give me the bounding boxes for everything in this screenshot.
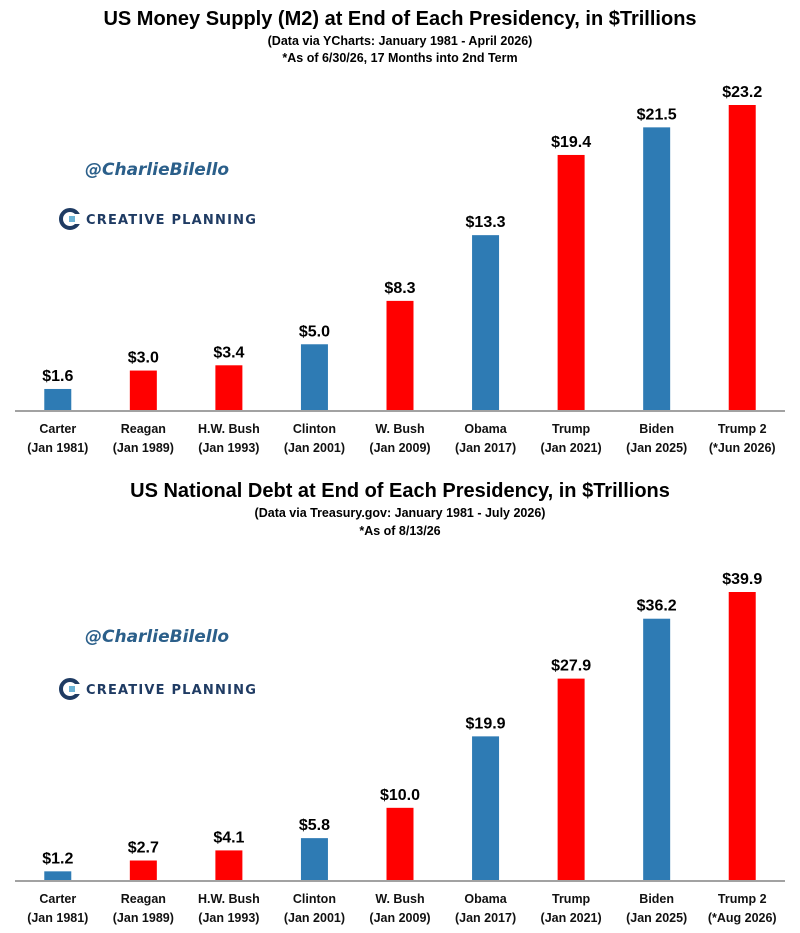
chart2-value-label: $27.9 bbox=[551, 658, 591, 675]
chart1-category-date-label: (Jan 2009) bbox=[369, 441, 430, 455]
chart2-value-label: $1.2 bbox=[42, 850, 73, 867]
chart1-category-label: Trump 2 bbox=[718, 422, 767, 436]
chart1-footnote: *As of 6/30/26, 17 Months into 2nd Term bbox=[282, 51, 517, 65]
chart1-bar-w-bush bbox=[386, 300, 414, 410]
chart2-value-label: $2.7 bbox=[128, 840, 159, 857]
chart1-category-date-label: (Jan 2025) bbox=[626, 441, 687, 455]
chart2-category-date-label: (Jan 1989) bbox=[113, 911, 174, 925]
chart2-category-date-label: (Jan 2025) bbox=[626, 911, 687, 925]
chart1-value-label: $3.4 bbox=[213, 344, 244, 361]
chart1-bar-reagan bbox=[129, 370, 157, 410]
chart1-value-label: $19.4 bbox=[551, 134, 591, 151]
chart2-bar-h-w-bush bbox=[215, 850, 243, 880]
chart1-category-date-label: (Jan 1993) bbox=[198, 441, 259, 455]
chart2-bar-reagan bbox=[129, 860, 157, 880]
chart1-bar-biden bbox=[643, 127, 671, 411]
chart1-category-label: W. Bush bbox=[375, 422, 424, 436]
chart2-category-label: Trump 2 bbox=[718, 892, 767, 906]
chart2-category-label: Carter bbox=[39, 892, 76, 906]
chart1-brand-name: CREATIVE PLANNING bbox=[86, 213, 257, 228]
chart2-category-label: W. Bush bbox=[375, 892, 424, 906]
chart2-bar-clinton bbox=[300, 838, 328, 880]
chart2-brand-name: CREATIVE PLANNING bbox=[86, 683, 257, 698]
chart1-category-label: Biden bbox=[639, 422, 674, 436]
chart2-value-label: $10.0 bbox=[380, 787, 420, 804]
chart1-bar-h-w-bush bbox=[215, 365, 243, 410]
chart1-category-date-label: (Jan 2001) bbox=[284, 441, 345, 455]
chart2-bar-trump bbox=[557, 678, 585, 880]
chart1-title: US Money Supply (M2) at End of Each Pres… bbox=[103, 8, 696, 30]
chart1-bar-clinton bbox=[300, 344, 328, 410]
chart2-category-date-label: (*Aug 2026) bbox=[708, 911, 777, 925]
creative-planning-logo-icon bbox=[59, 208, 81, 230]
chart1-value-label: $13.3 bbox=[466, 214, 506, 231]
chart2-bar-carter bbox=[44, 871, 72, 880]
chart2-category-label: H.W. Bush bbox=[198, 892, 260, 906]
chart1-category-date-label: (Jan 1981) bbox=[27, 441, 88, 455]
chart1-category-label: Carter bbox=[39, 422, 76, 436]
chart2-value-label: $36.2 bbox=[637, 598, 677, 615]
chart2-value-label: $19.9 bbox=[466, 715, 506, 732]
chart1-category-date-label: (Jan 1989) bbox=[113, 441, 174, 455]
chart2-twitter-handle: @CharlieBilello bbox=[85, 627, 229, 647]
national-debt-chart: US National Debt at End of Each Presiden… bbox=[15, 480, 785, 925]
chart2-category-date-label: (Jan 1981) bbox=[27, 911, 88, 925]
chart2-title: US National Debt at End of Each Presiden… bbox=[130, 480, 670, 502]
chart1-value-label: $3.0 bbox=[128, 350, 159, 367]
chart2-category-date-label: (Jan 2009) bbox=[369, 911, 430, 925]
chart1-value-label: $5.0 bbox=[299, 323, 330, 340]
chart1-category-label: Reagan bbox=[121, 422, 166, 436]
chart2-value-label: $39.9 bbox=[722, 571, 762, 588]
chart2-category-label: Trump bbox=[552, 892, 591, 906]
chart1-bar-carter bbox=[44, 388, 72, 410]
chart2-category-label: Clinton bbox=[293, 892, 336, 906]
chart1-subtitle: (Data via YCharts: January 1981 - April … bbox=[268, 34, 533, 48]
chart2-value-label: $5.8 bbox=[299, 817, 330, 834]
chart1-value-label: $21.5 bbox=[637, 106, 677, 123]
chart2-subtitle: (Data via Treasury.gov: January 1981 - J… bbox=[255, 506, 546, 520]
chart1-category-date-label: (Jan 2017) bbox=[455, 441, 516, 455]
chart1-category-date-label: (Jan 2021) bbox=[541, 441, 602, 455]
chart1-category-label: Trump bbox=[552, 422, 591, 436]
chart1-bar-obama bbox=[472, 235, 500, 410]
chart2-category-date-label: (Jan 2001) bbox=[284, 911, 345, 925]
chart1-category-date-label: (*Jun 2026) bbox=[709, 441, 776, 455]
chart2-footnote: *As of 8/13/26 bbox=[359, 524, 440, 538]
chart2-category-label: Reagan bbox=[121, 892, 166, 906]
chart2-category-date-label: (Jan 2017) bbox=[455, 911, 516, 925]
chart1-bar-trump-2 bbox=[728, 105, 756, 410]
chart2-plot-area: $1.2 Carter (Jan 1981) $2.7 Reagan (Jan 1989)… bbox=[15, 571, 785, 925]
chart2-bar-w-bush bbox=[386, 807, 414, 880]
chart2-value-label: $4.1 bbox=[213, 829, 244, 846]
chart1-value-label: $1.6 bbox=[42, 368, 73, 385]
money-supply-chart: US Money Supply (M2) at End of Each Pres… bbox=[15, 8, 785, 455]
chart1-plot-area: $1.6 Carter (Jan 1981) $3.0 Reagan (Jan 1989)… bbox=[15, 84, 785, 455]
chart1-value-label: $8.3 bbox=[384, 280, 415, 297]
chart2-category-label: Obama bbox=[464, 892, 507, 906]
chart2-category-label: Biden bbox=[639, 892, 674, 906]
chart2-bar-trump-2 bbox=[728, 592, 756, 880]
chart2-category-date-label: (Jan 1993) bbox=[198, 911, 259, 925]
chart1-category-label: Clinton bbox=[293, 422, 336, 436]
chart2-bar-obama bbox=[472, 736, 500, 880]
chart1-value-label: $23.2 bbox=[722, 84, 762, 101]
chart2-bar-biden bbox=[643, 618, 671, 880]
chart1-twitter-handle: @CharlieBilello bbox=[85, 160, 229, 180]
chart1-category-label: H.W. Bush bbox=[198, 422, 260, 436]
chart2-category-date-label: (Jan 2021) bbox=[541, 911, 602, 925]
creative-planning-logo-icon bbox=[59, 678, 81, 700]
chart1-bar-trump bbox=[557, 154, 585, 410]
chart1-category-label: Obama bbox=[464, 422, 507, 436]
